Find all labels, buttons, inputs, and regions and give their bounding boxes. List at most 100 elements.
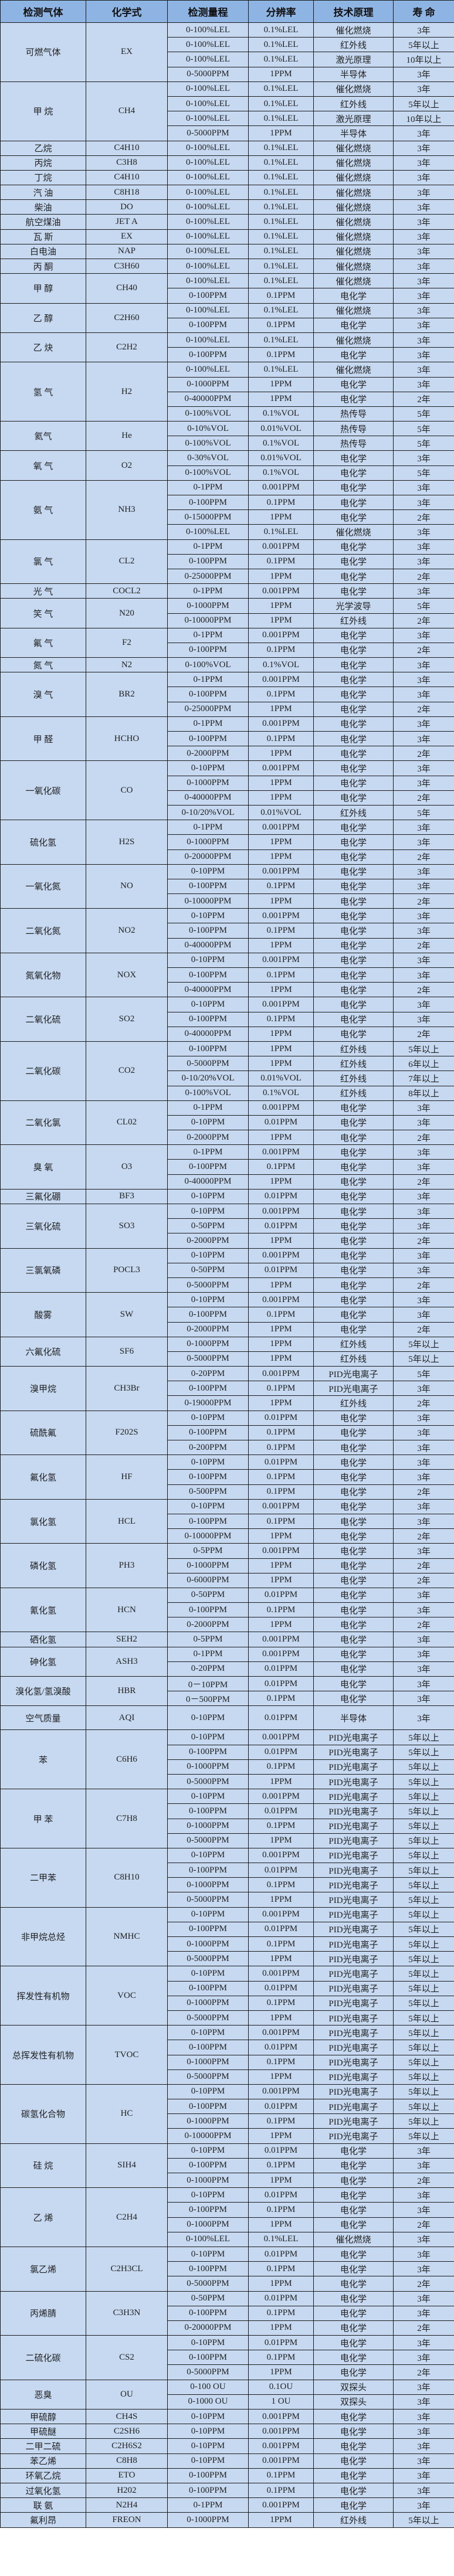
- resolution-cell: 1PPM: [248, 937, 314, 953]
- range-cell: 0-1PPM: [167, 480, 249, 496]
- gas-name-cell: 恶臭: [0, 2379, 86, 2410]
- principle-cell: 催化燃烧: [313, 169, 394, 186]
- resolution-cell: 0.001PPM: [248, 1203, 314, 1219]
- principle-cell: 催化燃烧: [313, 243, 394, 260]
- life-cell: 2年: [393, 1233, 454, 1249]
- resolution-cell: 0.1PPM: [248, 1469, 314, 1485]
- life-cell: 2年: [393, 790, 454, 806]
- range-cell: 0-100PPM: [167, 1425, 249, 1441]
- resolution-cell: 0.1PPM: [248, 730, 314, 747]
- table-row: 0-100PPM 0.1PPM 电化学 3年: [1, 494, 454, 511]
- resolution-cell: 1PPM: [248, 849, 314, 865]
- range-cell: 0-100PPM: [167, 2040, 249, 2055]
- header-life: 寿 命: [393, 0, 454, 23]
- gas-name-cell: 丙 酮: [0, 258, 86, 274]
- table-row: 0-100PPM 0.01PPM PID光电离子 5年以上: [1, 1980, 454, 1996]
- life-cell: 2年: [393, 1395, 454, 1411]
- life-cell: 3年: [393, 1188, 454, 1205]
- principle-cell: 电化学: [313, 1454, 394, 1470]
- range-cell: 0-1000PPM: [167, 2113, 249, 2129]
- principle-cell: 电化学: [313, 1026, 394, 1042]
- table-row: 0-100PPM 0.1PPM 电化学 3年: [1, 1159, 454, 1175]
- resolution-cell: 1PPM: [248, 568, 314, 584]
- life-cell: 5年以上: [393, 1773, 454, 1790]
- resolution-cell: 0.01%VOL: [248, 450, 314, 466]
- resolution-cell: 0.1%LEL: [248, 362, 314, 378]
- resolution-cell: 1PPM: [248, 834, 314, 850]
- life-cell: 3年: [393, 1248, 454, 1263]
- principle-cell: 激光原理: [313, 52, 394, 67]
- principle-cell: 电化学: [313, 672, 394, 688]
- principle-cell: PID光电离子: [313, 1759, 394, 1775]
- life-cell: 3年: [393, 834, 454, 850]
- life-cell: 5年以上: [393, 1966, 454, 1982]
- header-gas: 检测气体: [0, 0, 86, 23]
- resolution-cell: 1PPM: [248, 1558, 314, 1574]
- life-cell: 5年以上: [393, 1995, 454, 2011]
- table-row: 氰化氢 HCN 0-50PPM 0.01PPM 电化学 3年: [0, 1587, 454, 1633]
- life-cell: 5年以上: [393, 1789, 454, 1804]
- range-cell: 0-5000PPM: [167, 2276, 249, 2292]
- principle-cell: 红外线: [313, 804, 394, 821]
- principle-cell: 电化学: [313, 2350, 394, 2366]
- resolution-cell: 0.1%LEL: [248, 52, 314, 67]
- principle-cell: PID光电离子: [313, 1381, 394, 1396]
- principle-cell: 电化学: [313, 1233, 394, 1249]
- gas-name-cell: 三氟化硼: [0, 1188, 86, 1205]
- principle-cell: 催化燃烧: [313, 258, 394, 274]
- gas-name-cell: 六氟化硫: [0, 1336, 86, 1367]
- table-row: 0-100PPM 0.01PPM PID光电离子 5年以上: [1, 1863, 454, 1878]
- life-cell: 2年: [393, 1026, 454, 1042]
- principle-cell: 电化学: [313, 1543, 394, 1559]
- principle-cell: PID光电离子: [313, 1951, 394, 1967]
- table-row: 酸雾 SW 0-10PPM 0.001PPM 电化学 3年: [0, 1292, 454, 1337]
- resolution-cell: 0.001PPM: [248, 480, 314, 496]
- table-row: 过氧化氢 H202 0-100PPM 0.1PPM 电化学 3年: [0, 2482, 454, 2499]
- range-cell: 0-1000PPM: [167, 1558, 249, 1574]
- table-row: 航空煤油 JET A 0-100%LEL 0.1%LEL 催化燃烧 3年: [0, 214, 454, 230]
- life-cell: 5年以上: [393, 1744, 454, 1760]
- resolution-cell: 0.001PPM: [248, 716, 314, 732]
- table-row: 0-100PPM 0.1PPM 电化学 3年: [1, 2261, 454, 2277]
- life-cell: 3年: [393, 1100, 454, 1116]
- resolution-cell: 0.001PPM: [248, 952, 314, 968]
- table-row: 0-5000PPM 1PPM 电化学 2年: [1, 2364, 454, 2380]
- resolution-cell: 0.1%VOL: [248, 465, 314, 481]
- gas-name-cell: 甲 醛: [0, 716, 86, 762]
- principle-cell: 电化学: [313, 642, 394, 658]
- life-cell: 3年: [393, 553, 454, 569]
- life-cell: 2年: [393, 613, 454, 628]
- formula-cell: HF: [86, 1454, 168, 1500]
- gas-name-cell: 氮氧化物: [0, 952, 86, 998]
- table-row: 0-1000PPM 0.1PPM PID光电离子 5年以上: [1, 1936, 454, 1952]
- resolution-cell: 0.1%VOL: [248, 406, 314, 422]
- table-row: 0-40000PPM 1PPM 电化学 2年: [1, 790, 454, 806]
- range-cell: 0-50PPM: [167, 1262, 249, 1278]
- table-row: 0-5000PPM 1PPM 电化学 2年: [1, 1277, 454, 1293]
- formula-cell: POCL3: [86, 1248, 168, 1293]
- range-cell: 0-100PPM: [167, 288, 249, 304]
- gas-name-cell: 磷化氢: [0, 1543, 86, 1588]
- principle-cell: PID光电离子: [313, 1847, 394, 1864]
- range-cell: 0-1PPM: [167, 716, 249, 732]
- life-cell: 3年: [393, 627, 454, 643]
- resolution-cell: 1PPM: [248, 2276, 314, 2292]
- range-cell: 0-10PPM: [167, 1410, 249, 1426]
- principle-cell: 电化学: [313, 1321, 394, 1337]
- range-cell: 0-100PPM: [167, 1381, 249, 1396]
- table-body: 可燃气体 EX 0-100%LEL 0.1%LEL 催化燃烧 3年 0-100%LEL 0.1…: [0, 22, 454, 2528]
- gas-name-cell: 苯乙烯: [0, 2453, 86, 2469]
- life-cell: 3年: [393, 1646, 454, 1662]
- table-row: 甲 醇 CH40 0-100%LEL 0.1%LEL 催化燃烧 3年: [0, 273, 454, 304]
- resolution-cell: 0.1PPM: [248, 1691, 314, 1707]
- range-cell: 0-100PPM: [167, 1041, 249, 1057]
- gas-name-cell: 二硫化碳: [0, 2335, 86, 2380]
- formula-cell: C6H6: [86, 1729, 168, 1790]
- resolution-cell: 0.001PPM: [248, 2084, 314, 2100]
- principle-cell: 电化学: [313, 2172, 394, 2188]
- principle-cell: 电化学: [313, 1632, 394, 1647]
- resolution-cell: 0.1PPM: [248, 878, 314, 895]
- formula-cell: H202: [86, 2482, 168, 2499]
- life-cell: 2年: [393, 701, 454, 717]
- table-row: 0-25000PPM 1PPM 电化学 2年: [1, 701, 454, 717]
